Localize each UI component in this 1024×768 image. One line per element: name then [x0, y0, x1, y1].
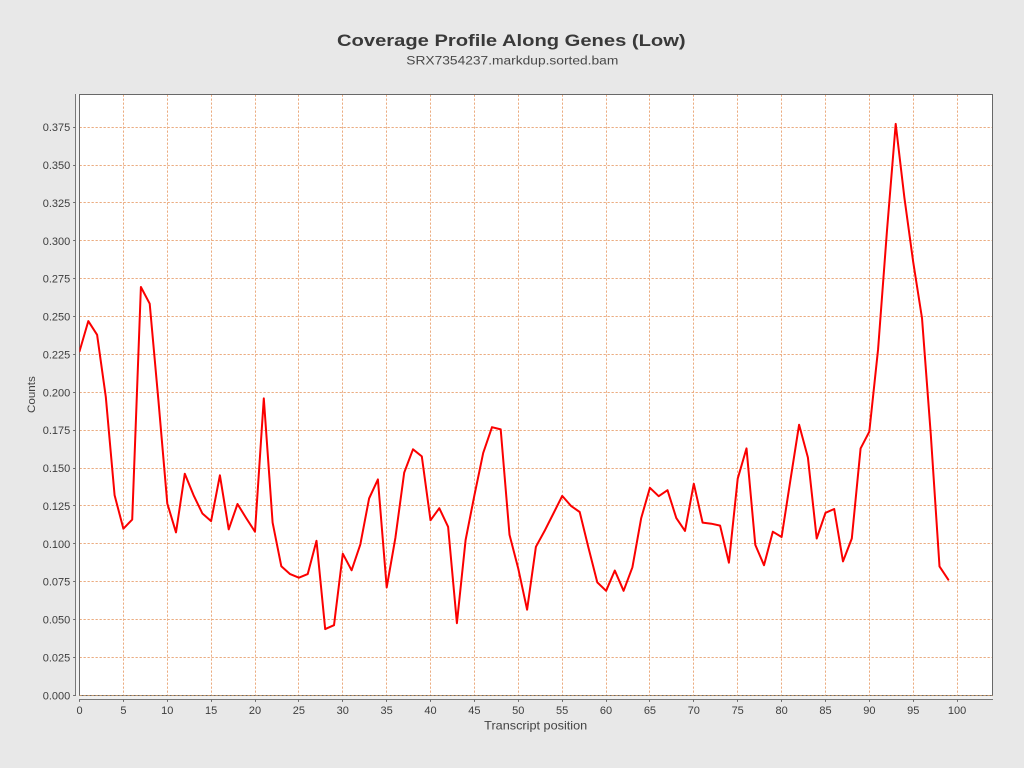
svg-text:0.125: 0.125	[43, 501, 71, 513]
svg-text:0.275: 0.275	[43, 274, 71, 286]
svg-text:30: 30	[337, 705, 349, 717]
svg-text:0: 0	[76, 705, 82, 717]
svg-text:50: 50	[512, 705, 524, 717]
svg-text:0.350: 0.350	[43, 160, 71, 172]
svg-text:0.050: 0.050	[43, 615, 71, 627]
svg-text:0.200: 0.200	[43, 387, 71, 399]
svg-text:0.325: 0.325	[43, 198, 71, 210]
svg-text:Coverage Profile Along Genes (: Coverage Profile Along Genes (Low)	[337, 31, 686, 50]
svg-text:60: 60	[600, 705, 612, 717]
svg-text:75: 75	[732, 705, 744, 717]
svg-text:0.075: 0.075	[43, 577, 71, 589]
svg-text:70: 70	[688, 705, 700, 717]
svg-text:5: 5	[120, 705, 126, 717]
svg-text:40: 40	[424, 705, 436, 717]
svg-text:Transcript position: Transcript position	[484, 719, 587, 733]
svg-text:0.000: 0.000	[43, 690, 71, 702]
svg-text:0.175: 0.175	[43, 425, 71, 437]
svg-text:85: 85	[819, 705, 831, 717]
svg-text:45: 45	[468, 705, 480, 717]
svg-text:20: 20	[249, 705, 261, 717]
svg-text:0.025: 0.025	[43, 652, 71, 664]
svg-text:0.300: 0.300	[43, 236, 71, 248]
svg-text:65: 65	[644, 705, 656, 717]
svg-text:100: 100	[948, 705, 966, 717]
svg-text:10: 10	[161, 705, 173, 717]
svg-text:90: 90	[863, 705, 875, 717]
svg-text:25: 25	[293, 705, 305, 717]
svg-text:Counts: Counts	[26, 376, 38, 413]
svg-text:15: 15	[205, 705, 217, 717]
svg-text:95: 95	[907, 705, 919, 717]
svg-text:0.250: 0.250	[43, 312, 71, 324]
svg-text:55: 55	[556, 705, 568, 717]
svg-text:0.150: 0.150	[43, 463, 71, 475]
svg-text:SRX7354237.markdup.sorted.bam: SRX7354237.markdup.sorted.bam	[406, 56, 618, 68]
svg-text:0.375: 0.375	[43, 122, 71, 134]
svg-text:80: 80	[775, 705, 787, 717]
svg-text:0.225: 0.225	[43, 349, 71, 361]
svg-text:35: 35	[381, 705, 393, 717]
svg-text:0.100: 0.100	[43, 539, 71, 551]
